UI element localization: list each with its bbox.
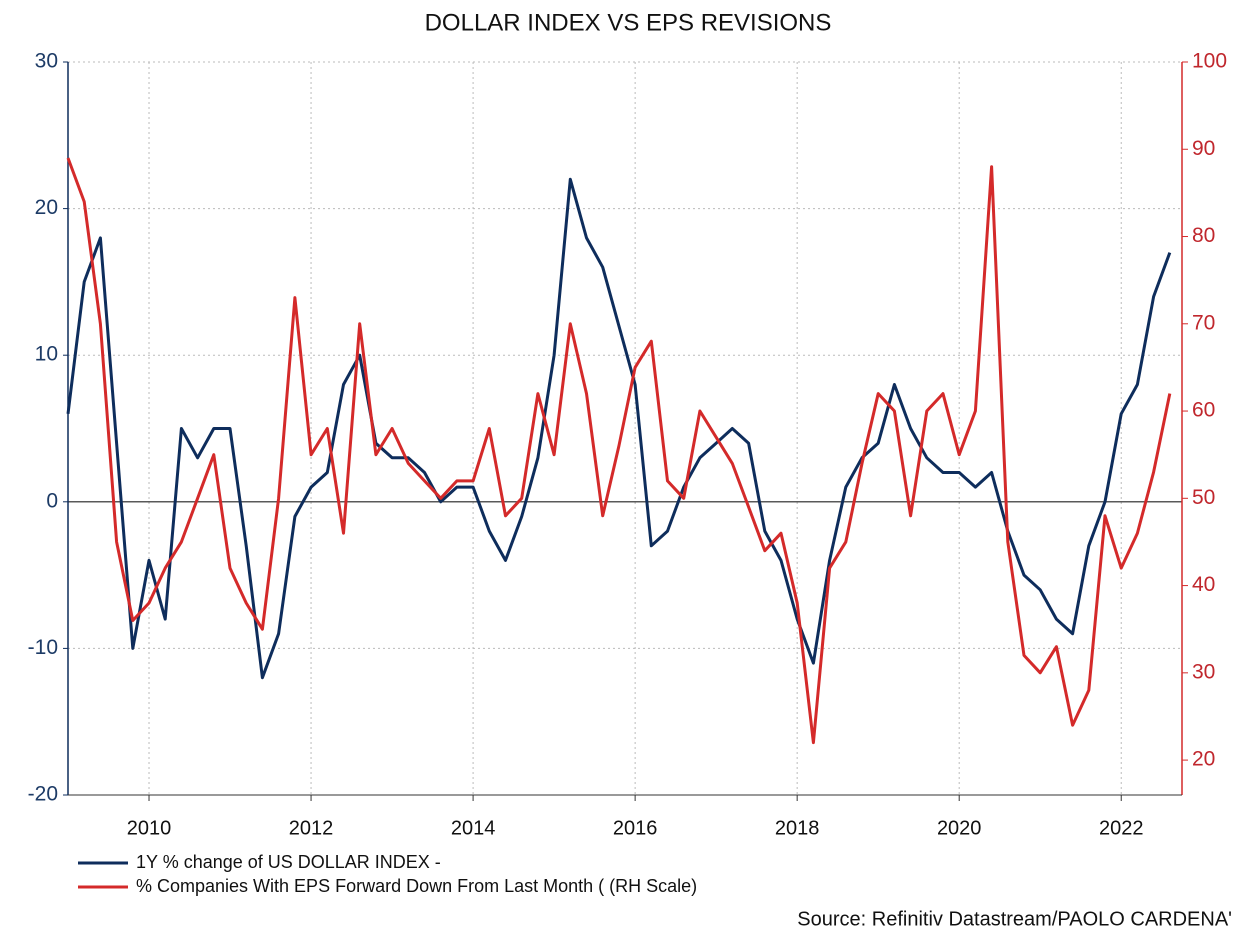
x-tick-label: 2016 [613,817,658,839]
y2-tick-label: 20 [1192,748,1215,771]
y2-tick-label: 50 [1192,486,1215,509]
y-tick-label: -20 [28,783,58,806]
y2-tick-label: 70 [1192,311,1215,334]
line-series [66,157,1172,745]
y2-tick-label: 90 [1192,137,1215,160]
y2-tick-label: 60 [1192,399,1215,422]
legend-label: % Companies With EPS Forward Down From L… [136,876,697,896]
x-tick-label: 2020 [937,817,982,839]
y-tick-label: 20 [35,196,58,219]
chart-title: DOLLAR INDEX VS EPS REVISIONS [425,9,832,36]
y-tick-label: 30 [35,50,58,73]
x-tick-label: 2022 [1099,817,1144,839]
x-tick-label: 2012 [289,817,334,839]
legend-label: 1Y % change of US DOLLAR INDEX - [136,852,441,872]
x-tick-label: 2018 [775,817,820,839]
y-tick-label: 0 [46,489,58,512]
x-tick-label: 2014 [451,817,496,839]
y2-tick-label: 30 [1192,660,1215,683]
y-tick-label: -10 [28,636,58,659]
line-series [66,177,1172,680]
source: Source: Refinitiv Datastream/PAOLO CARDE… [797,908,1232,930]
y2-tick-label: 40 [1192,573,1215,596]
x-tick-label: 2010 [127,817,172,839]
y2-tick-label: 100 [1192,50,1227,73]
y-tick-label: 10 [35,343,58,366]
y2-tick-label: 80 [1192,224,1215,247]
